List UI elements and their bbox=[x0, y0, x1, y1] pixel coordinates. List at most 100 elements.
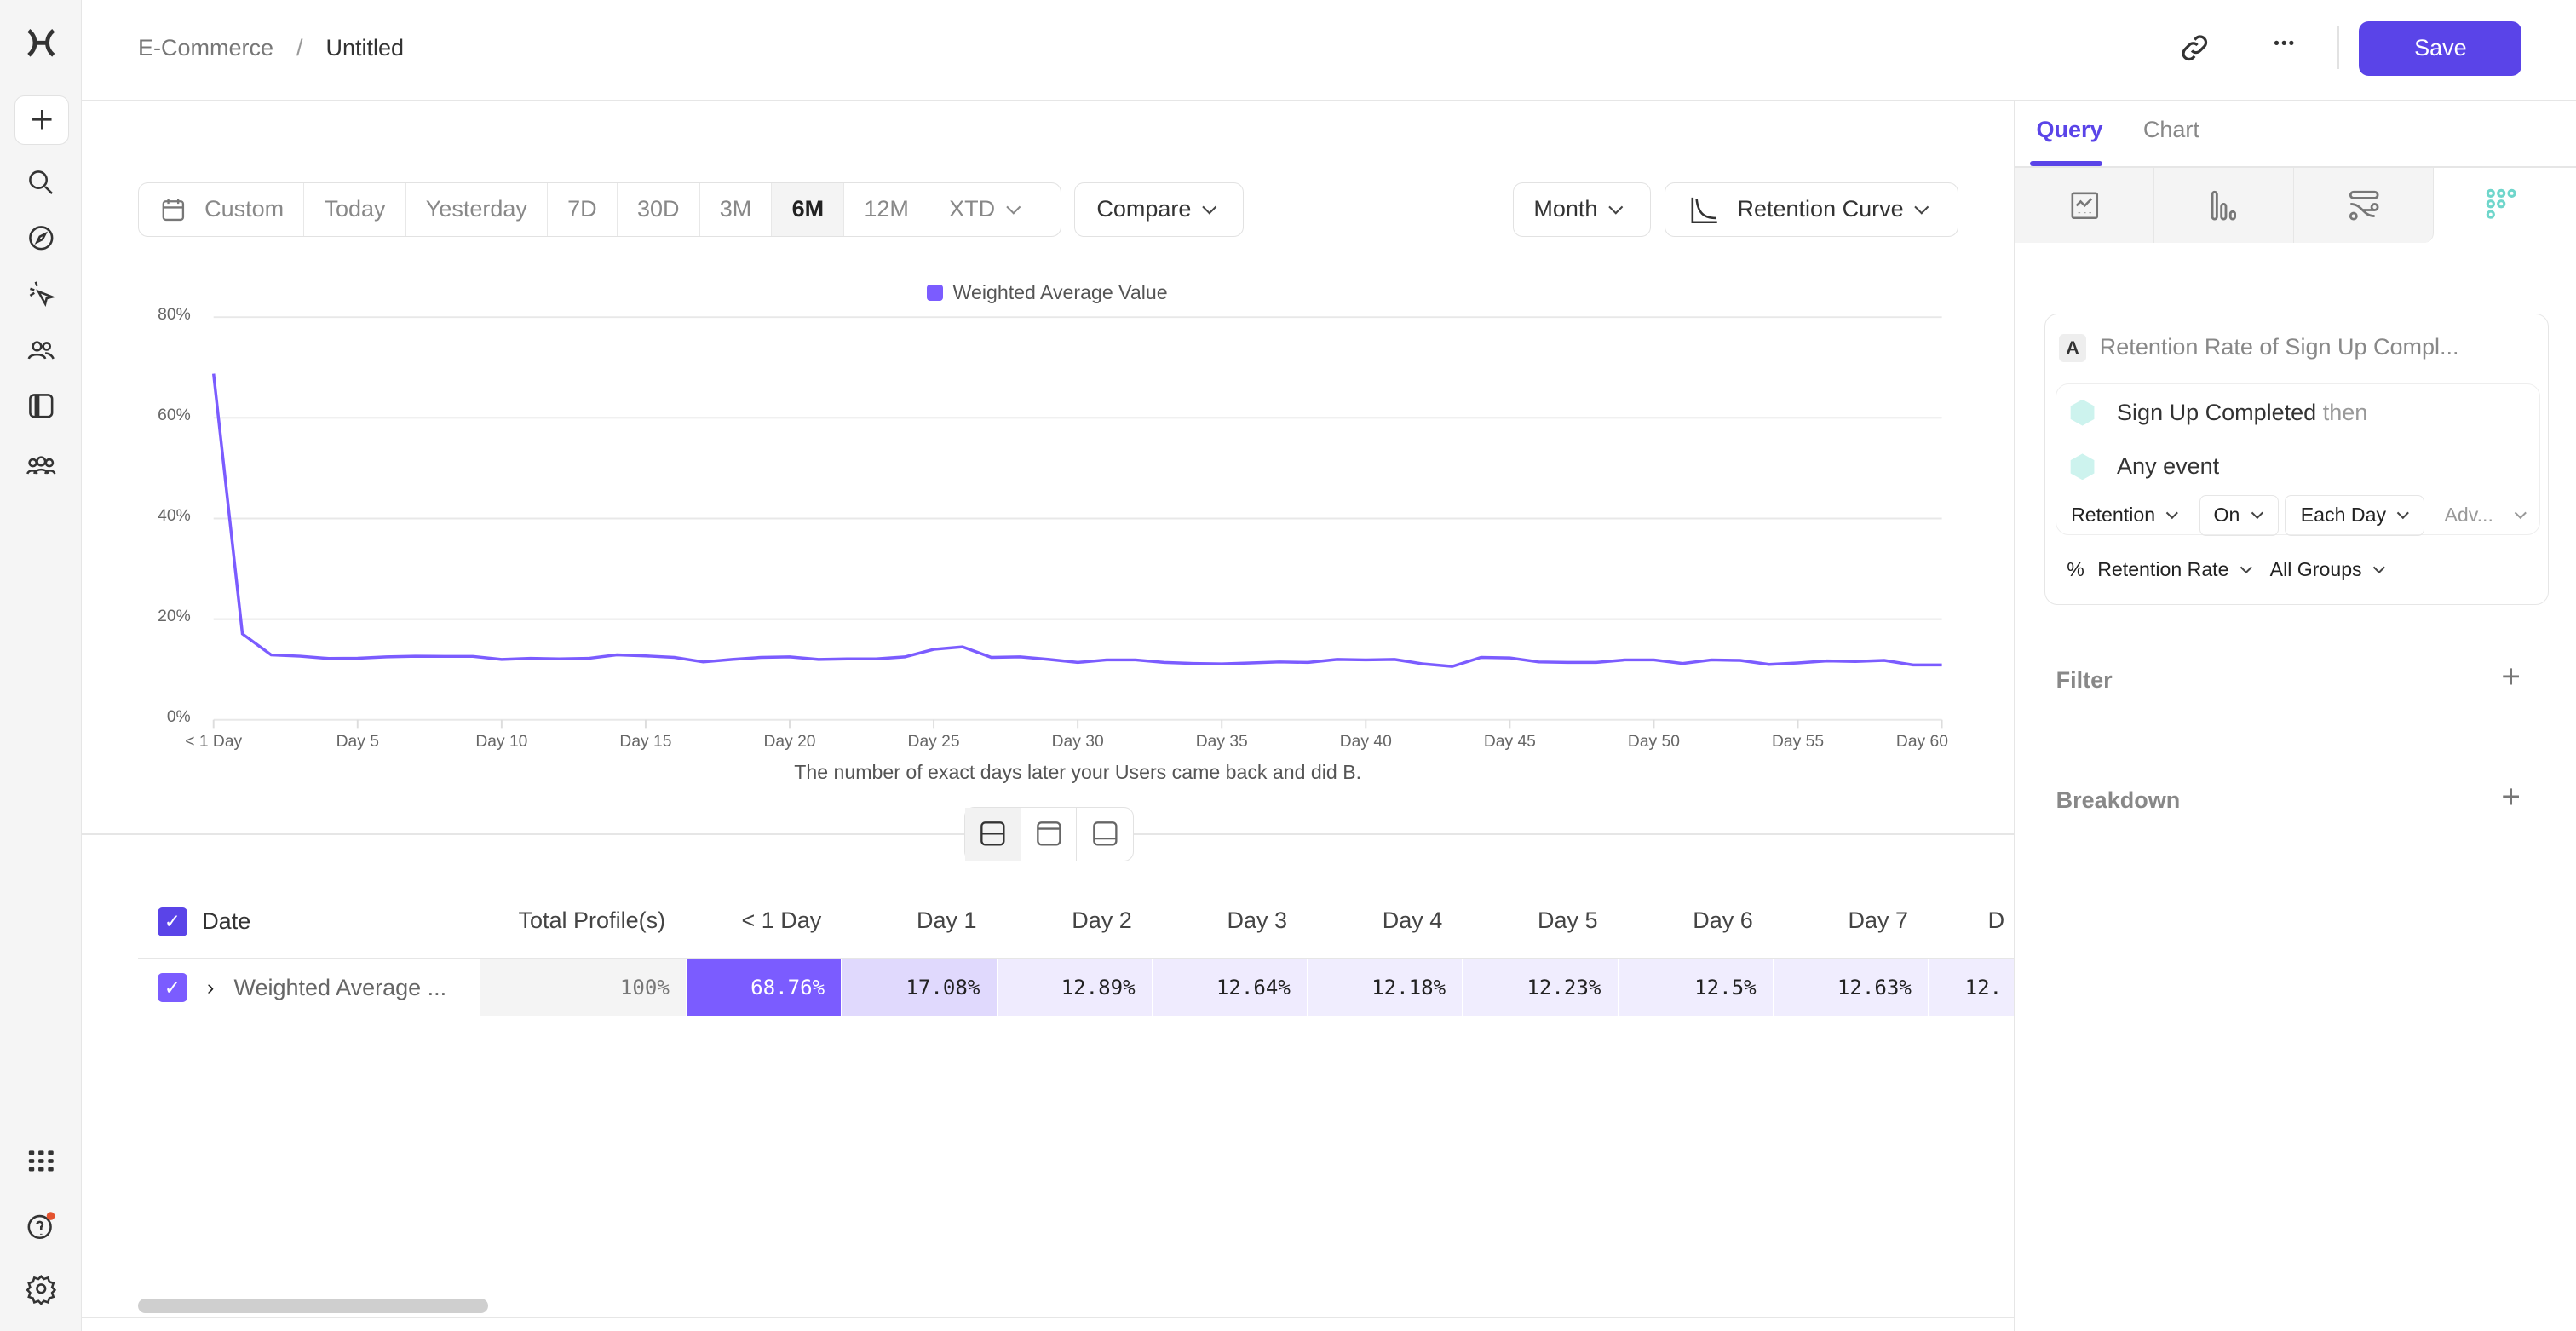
x-axis-label: The number of exact days later your User… bbox=[794, 760, 1362, 783]
day-column-header[interactable]: < 1 Day bbox=[741, 907, 822, 933]
date-range-selector: Custom Today Yesterday 7D 30D 3M 6M 12M … bbox=[138, 182, 1061, 237]
search-icon[interactable] bbox=[21, 163, 60, 202]
apps-grid-icon[interactable] bbox=[21, 1142, 60, 1181]
day-column-header[interactable]: D bbox=[1987, 907, 2005, 933]
flows-view-button[interactable] bbox=[2294, 167, 2435, 244]
chart-type-label: Retention Curve bbox=[1737, 196, 1904, 222]
date-range-today[interactable]: Today bbox=[304, 183, 406, 236]
horizontal-scrollbar[interactable] bbox=[138, 1298, 488, 1313]
filter-label: Filter bbox=[2056, 667, 2113, 693]
compass-icon[interactable] bbox=[21, 219, 60, 258]
on-label: On bbox=[2213, 504, 2240, 527]
y-tick-label: 60% bbox=[158, 406, 191, 424]
groups-label: All Groups bbox=[2269, 557, 2362, 580]
tab-query[interactable]: Query bbox=[2036, 116, 2103, 142]
day-column-header[interactable]: Day 1 bbox=[917, 907, 977, 933]
date-range-12m[interactable]: 12M bbox=[844, 183, 930, 236]
date-range-30d[interactable]: 30D bbox=[618, 183, 700, 236]
compare-dropdown[interactable]: Compare bbox=[1074, 182, 1244, 237]
measure-dropdown[interactable]: Retention Rate bbox=[2097, 558, 2257, 581]
row-checkbox[interactable]: ✓ bbox=[158, 972, 187, 1003]
each-day-label: Each Day bbox=[2300, 504, 2387, 527]
advanced-label: Adv... bbox=[2444, 504, 2493, 527]
x-tick-label: Day 35 bbox=[1195, 733, 1248, 752]
day-column-header[interactable]: Day 5 bbox=[1538, 907, 1598, 933]
date-column-header: ✓ Date bbox=[158, 907, 250, 937]
settings-gear-icon[interactable] bbox=[21, 1269, 60, 1308]
date-range-xtd[interactable]: XTD bbox=[929, 183, 1044, 236]
groups-dropdown[interactable]: All Groups bbox=[2270, 558, 2390, 581]
link-icon[interactable] bbox=[2178, 32, 2211, 71]
retention-curve-icon bbox=[1691, 197, 1717, 223]
day-column-header[interactable]: Day 7 bbox=[1848, 907, 1909, 933]
bottom-divider bbox=[82, 1316, 2015, 1318]
interval-label: Month bbox=[1533, 196, 1598, 222]
total-profiles-cell: 100% bbox=[480, 959, 687, 1016]
data-table: ✓ Date Total Profile(s) < 1 Day Day 1 Day … bbox=[82, 887, 2015, 1035]
compare-label: Compare bbox=[1096, 196, 1192, 222]
date-range-6m[interactable]: 6M bbox=[772, 183, 845, 236]
funnels-view-button[interactable] bbox=[2154, 167, 2295, 244]
retention-cell: 12.64% bbox=[1152, 959, 1308, 1016]
breadcrumb-project[interactable]: E-Commerce bbox=[137, 34, 274, 60]
save-button[interactable]: Save bbox=[2359, 21, 2522, 76]
cohorts-icon[interactable] bbox=[21, 446, 60, 485]
tab-chart[interactable]: Chart bbox=[2142, 116, 2199, 142]
x-tick-label: Day 60 bbox=[1895, 733, 1948, 752]
day-column-header[interactable]: Day 4 bbox=[1382, 907, 1443, 933]
insights-view-button[interactable] bbox=[2015, 167, 2155, 244]
event-step-1[interactable]: Sign Up Completed then bbox=[2069, 400, 2367, 426]
total-profiles-header[interactable]: Total Profile(s) bbox=[518, 907, 666, 933]
help-icon[interactable] bbox=[21, 1207, 60, 1246]
chart-type-dropdown[interactable]: Retention Curve bbox=[1664, 182, 1958, 237]
logo-icon[interactable] bbox=[21, 23, 60, 62]
add-breakdown-button[interactable]: + bbox=[2501, 779, 2521, 816]
retention-dropdown[interactable]: Retention bbox=[2067, 495, 2193, 536]
expand-row-icon[interactable]: › bbox=[206, 975, 215, 1000]
x-tick-label: Day 25 bbox=[907, 733, 960, 752]
on-dropdown[interactable]: On bbox=[2199, 494, 2279, 536]
x-tick-label: Day 55 bbox=[1772, 733, 1825, 752]
chart-only-layout-button[interactable] bbox=[1021, 807, 1078, 861]
y-tick-label: 20% bbox=[158, 608, 191, 626]
event-step-2[interactable]: Any event bbox=[2069, 453, 2219, 481]
retention-view-icon[interactable] bbox=[2483, 186, 2519, 228]
row-label: Weighted Average ... bbox=[233, 974, 447, 1000]
tab-divider bbox=[2015, 165, 2576, 168]
x-tick-label: Day 40 bbox=[1339, 733, 1392, 752]
chevron-down-icon bbox=[2514, 506, 2527, 519]
advanced-dropdown[interactable]: Adv... bbox=[2431, 495, 2531, 536]
table-only-layout-button[interactable] bbox=[1077, 808, 1133, 861]
split-layout-button[interactable] bbox=[965, 807, 1021, 861]
x-tick-label: Day 50 bbox=[1627, 733, 1680, 752]
x-tick-label: Day 30 bbox=[1051, 733, 1104, 752]
y-tick-label: 0% bbox=[166, 708, 191, 727]
users-icon[interactable] bbox=[21, 331, 60, 370]
chevron-down-icon bbox=[2166, 506, 2179, 519]
date-range-yesterday[interactable]: Yesterday bbox=[406, 183, 549, 236]
date-range-7d[interactable]: 7D bbox=[548, 183, 618, 236]
x-tick-label: Day 10 bbox=[475, 733, 528, 752]
select-all-checkbox[interactable]: ✓ bbox=[158, 907, 187, 937]
new-button[interactable] bbox=[14, 95, 69, 145]
day-column-header[interactable]: Day 3 bbox=[1227, 907, 1288, 933]
y-tick-label: 80% bbox=[158, 305, 191, 324]
interval-dropdown[interactable]: Month bbox=[1513, 182, 1652, 237]
top-bar: E-Commerce / Untitled ••• Save bbox=[82, 0, 2576, 101]
more-options-button[interactable]: ••• bbox=[2274, 34, 2297, 53]
header-divider bbox=[138, 958, 2015, 960]
pointer-click-icon[interactable] bbox=[21, 274, 60, 314]
each-day-dropdown[interactable]: Each Day bbox=[2285, 494, 2425, 536]
book-icon[interactable] bbox=[21, 386, 60, 425]
event-steps: Sign Up Completed then Any event Retenti… bbox=[2055, 383, 2540, 536]
add-filter-button[interactable]: + bbox=[2501, 659, 2521, 696]
chart-legend[interactable]: Weighted Average Value bbox=[926, 281, 1168, 304]
metric-title[interactable]: Retention Rate of Sign Up Compl... bbox=[2099, 334, 2459, 360]
retention-cell: 12. bbox=[1929, 959, 2015, 1016]
breadcrumb-report[interactable]: Untitled bbox=[325, 34, 405, 60]
date-range-custom[interactable]: Custom bbox=[139, 183, 305, 236]
date-range-3m[interactable]: 3M bbox=[700, 183, 773, 236]
day-column-header[interactable]: Day 2 bbox=[1072, 907, 1132, 933]
day-column-header[interactable]: Day 6 bbox=[1693, 907, 1753, 933]
series-line-weighted-average[interactable] bbox=[211, 373, 1942, 668]
